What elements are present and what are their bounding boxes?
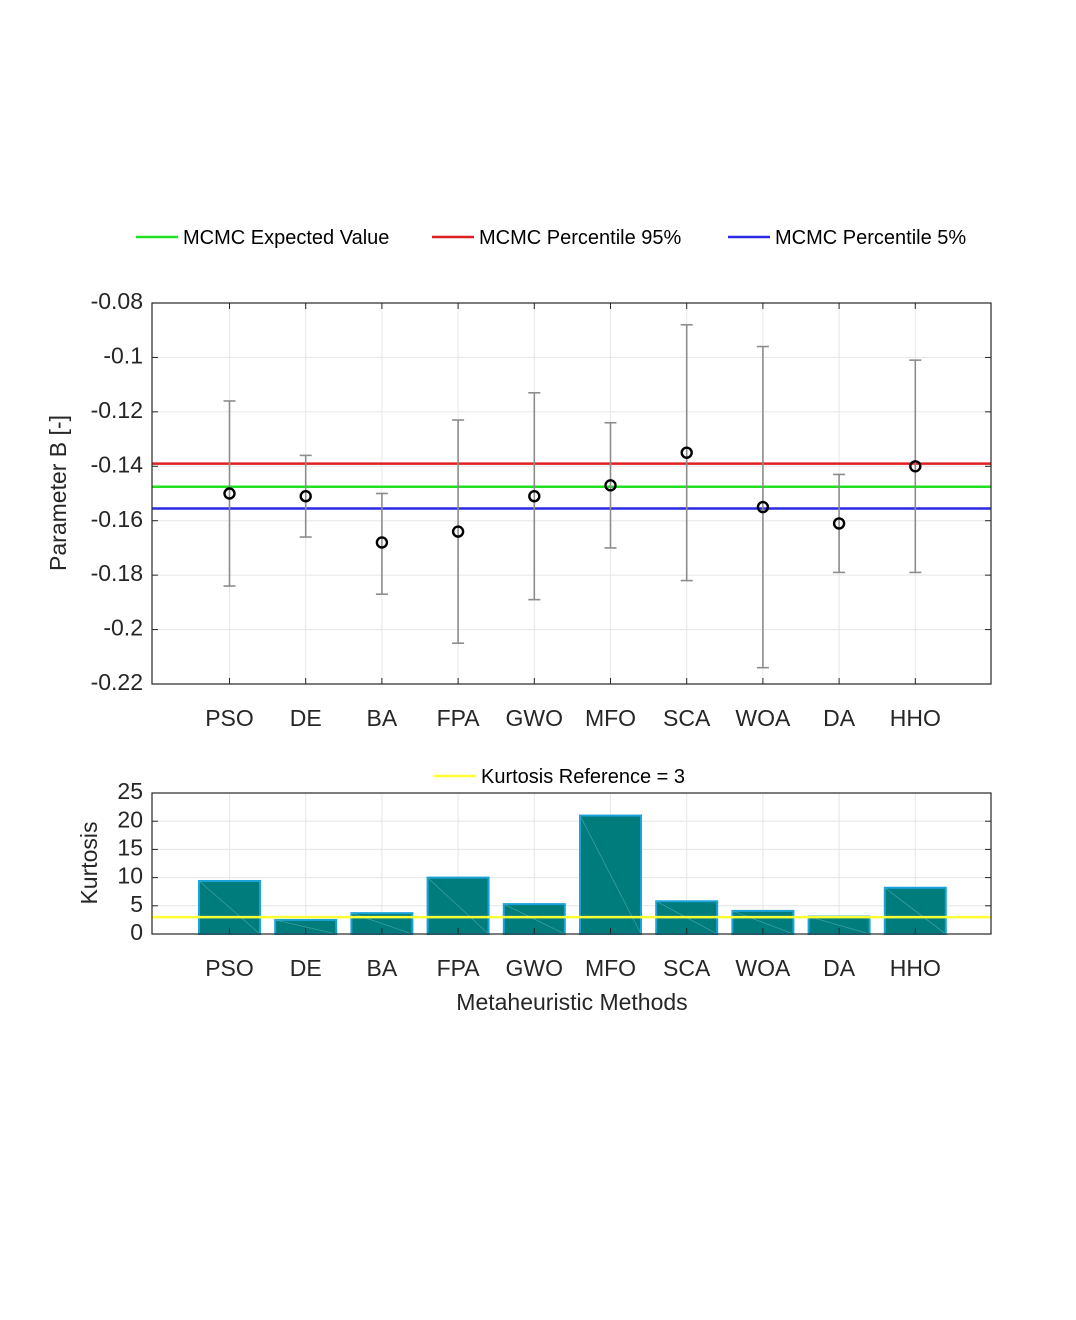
x-tick-label: WOA [735,955,791,981]
data-point [375,536,389,549]
errorbar-plot-reference-lines [152,462,991,510]
data-point [832,517,846,530]
x-tick-label: DE [290,705,322,731]
bar-plot-bars [198,814,947,936]
bar-plot-y-label: Kurtosis [76,821,102,904]
x-tick-label: DA [823,955,856,981]
errorbar-plot-y-label: Parameter B [-] [45,415,71,571]
x-tick-label: MFO [585,955,636,981]
x-tick-label: SCA [663,955,711,981]
x-tick-label: DA [823,705,856,731]
errorbar-plot-markers [223,446,922,549]
errorbar-plot-y-ticks: -0.08 -0.1 -0.12 -0.14 -0.16 -0.18 -0.2 -0.22 [91,288,991,695]
y-tick-label: -0.1 [103,343,143,369]
x-tick-label: PSO [205,705,254,731]
bar-hatch [427,877,489,935]
errorbar-plot-x-ticks: PSO DE BA FPA GWO MFO SCA WOA DA HHO [205,303,941,731]
y-tick-label: 25 [117,778,143,804]
bar-hatch [198,880,261,935]
data-point [299,490,312,503]
x-tick-label: PSO [205,955,254,981]
data-point [909,460,922,473]
x-tick-label: WOA [735,705,791,731]
bar-hatch [808,916,870,935]
errorbar-plot: -0.08 -0.1 -0.12 -0.14 -0.16 -0.18 -0.2 -0.22 P… [45,288,992,731]
data-point [756,500,770,514]
x-tick-label: HHO [890,955,941,981]
top-legend: MCMC Expected Value MCMC Percentile 95% … [136,227,966,249]
y-tick-label: -0.18 [91,560,143,586]
y-tick-label: -0.22 [91,669,143,695]
bar-plot-x-label: Metaheuristic Methods [456,989,687,1015]
x-tick-label: FPA [437,955,481,981]
y-tick-label: 5 [130,891,143,917]
x-tick-label: BA [367,705,398,731]
bar-hatch [275,919,337,935]
y-tick-label: -0.12 [91,397,143,423]
x-tick-label: GWO [506,705,564,731]
data-point [528,490,541,503]
legend-label-kurtosis-reference: Kurtosis Reference = 3 [481,766,685,788]
errorbar-plot-errorbars [223,323,922,669]
x-tick-label: HHO [890,705,941,731]
x-tick-label: MFO [585,705,636,731]
bottom-legend: Kurtosis Reference = 3 [434,766,685,788]
x-tick-label: SCA [663,705,711,731]
y-tick-label: 10 [117,863,143,889]
y-tick-label: -0.08 [91,288,143,314]
errorbar-plot-area [152,303,991,684]
bar-hatch [884,887,947,935]
bar-hatch [732,910,794,935]
x-tick-label: BA [367,955,398,981]
x-tick-label: DE [290,955,322,981]
x-tick-label: FPA [437,705,481,731]
y-tick-label: -0.14 [91,451,144,477]
y-tick-label: 20 [117,806,143,832]
y-tick-label: 15 [117,834,143,860]
bar-plot-frame [151,792,992,935]
data-point [604,479,617,492]
y-tick-label: -0.16 [91,506,143,532]
y-tick-label: -0.2 [103,615,143,641]
data-point [680,446,693,459]
errorbar-plot-frame [151,302,992,685]
legend-label-expected: MCMC Expected Value [183,227,389,249]
data-point [223,487,236,500]
legend-label-p5: MCMC Percentile 5% [775,227,966,249]
data-point [451,525,465,538]
bar-plot-area [152,793,991,934]
bar-plot-x-ticks: PSO DE BA FPA GWO MFO SCA WOA DA HHO [205,928,941,981]
x-tick-label: GWO [506,955,564,981]
bar-hatch [503,903,565,935]
legend-label-p95: MCMC Percentile 95% [479,227,682,249]
bar-hatch [579,815,642,935]
y-tick-label: 0 [130,919,143,945]
